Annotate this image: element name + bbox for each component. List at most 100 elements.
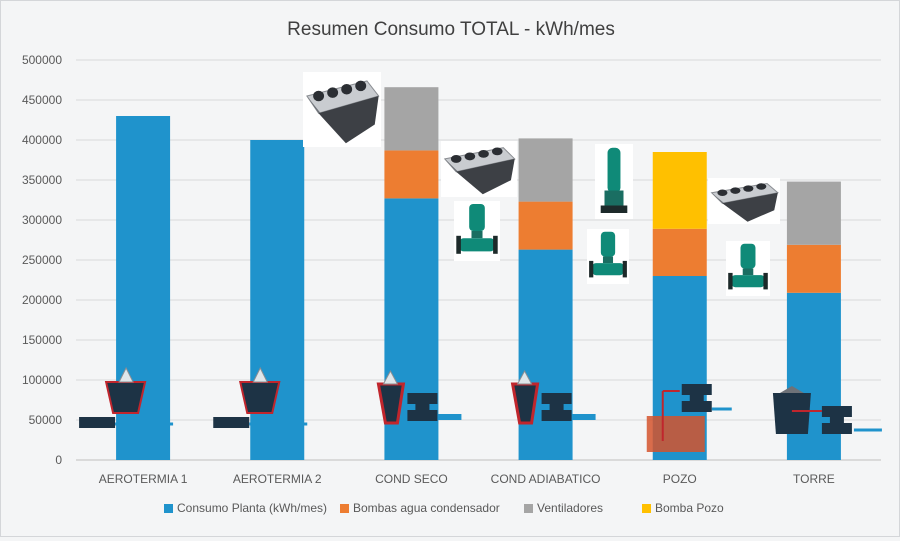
cooling-system-schematic-icon bbox=[772, 386, 882, 434]
x-tick-label: COND ADIABATICO bbox=[491, 472, 601, 486]
fan bbox=[450, 155, 462, 163]
heat-exchanger bbox=[821, 406, 852, 434]
pump-volute bbox=[731, 275, 765, 288]
cooling-system-schematic-icon bbox=[213, 366, 308, 428]
x-tick-label: AEROTERMIA 2 bbox=[233, 472, 322, 486]
hx-block bbox=[821, 406, 852, 417]
x-axis: AEROTERMIA 1 AEROTERMIA 2 COND SECO COND AD… bbox=[99, 472, 835, 486]
legend-label: Consumo Planta (kWh/mes) bbox=[177, 501, 327, 515]
pump-flange bbox=[589, 260, 594, 278]
hx-block bbox=[549, 404, 564, 410]
y-tick-label: 500000 bbox=[22, 53, 62, 67]
y-tick-label: 300000 bbox=[22, 213, 62, 227]
condenser-unit bbox=[510, 382, 540, 425]
condenser-unit bbox=[376, 382, 406, 425]
bar-1-5 bbox=[786, 244, 841, 293]
y-axis: 0 50000 100000 150000 200000 250000 300000 3500… bbox=[22, 53, 62, 467]
pump-flange bbox=[763, 272, 768, 290]
inline-pump-icon bbox=[454, 201, 500, 261]
legend-swatch bbox=[164, 504, 173, 513]
bar-1-3 bbox=[518, 201, 573, 250]
air-arrow bbox=[118, 366, 134, 383]
heat-exchanger bbox=[407, 393, 438, 421]
hx-block bbox=[541, 393, 572, 404]
legend-label: Bombas agua condensador bbox=[353, 501, 500, 515]
y-tick-label: 150000 bbox=[22, 333, 62, 347]
bar-1-2 bbox=[384, 150, 439, 199]
hx-block bbox=[79, 417, 116, 428]
pump-flange bbox=[456, 235, 461, 254]
y-tick-label: 200000 bbox=[22, 293, 62, 307]
y-tick-label: 450000 bbox=[22, 93, 62, 107]
pump-neck bbox=[471, 231, 483, 239]
y-tick-label: 350000 bbox=[22, 173, 62, 187]
hx-block bbox=[407, 393, 438, 404]
inline-pump-icon bbox=[587, 229, 629, 284]
y-tick-label: 100000 bbox=[22, 373, 62, 387]
fan bbox=[478, 149, 489, 158]
fan bbox=[313, 90, 325, 102]
hx-block bbox=[415, 404, 430, 410]
heat-exchanger bbox=[541, 393, 572, 421]
pump-flange bbox=[728, 272, 733, 290]
bar-2-3 bbox=[518, 138, 573, 202]
submersible-pump-icon bbox=[595, 144, 633, 219]
well bbox=[646, 416, 705, 452]
pump-flange bbox=[493, 235, 498, 254]
cooler-front bbox=[456, 158, 515, 195]
cooler-front bbox=[318, 96, 379, 144]
fan bbox=[327, 87, 339, 98]
legend: Consumo Planta (kWh/mes) Bombas agua cond… bbox=[164, 501, 724, 515]
fan bbox=[730, 187, 741, 194]
fan bbox=[491, 147, 503, 156]
cooling-system-schematic-icon bbox=[376, 369, 462, 425]
pump-motor bbox=[740, 243, 756, 269]
legend-swatch bbox=[524, 504, 533, 513]
legend-label: Ventiladores bbox=[537, 501, 603, 515]
bar-1-4 bbox=[652, 228, 707, 276]
pump-neck bbox=[742, 268, 754, 276]
cooling-system-schematic-icon bbox=[646, 390, 732, 452]
legend-swatch bbox=[340, 504, 349, 513]
fan bbox=[341, 84, 353, 95]
fan bbox=[717, 189, 728, 196]
pump-body bbox=[607, 147, 621, 193]
air-arrow bbox=[516, 369, 533, 385]
tower-body bbox=[772, 393, 811, 434]
fan bbox=[756, 183, 767, 190]
pump-motor bbox=[600, 231, 616, 257]
heat-exchanger bbox=[681, 384, 712, 412]
tower-top bbox=[779, 386, 804, 393]
aero-unit bbox=[238, 381, 281, 414]
hx-block bbox=[407, 410, 438, 421]
x-tick-label: TORRE bbox=[793, 472, 835, 486]
fan bbox=[355, 80, 367, 92]
cooling-system-schematic-icon bbox=[79, 366, 174, 428]
aero-unit bbox=[104, 381, 147, 414]
bar-0-5 bbox=[786, 292, 841, 460]
x-tick-label: COND SECO bbox=[375, 472, 448, 486]
hx-block bbox=[213, 417, 250, 428]
fan bbox=[743, 185, 754, 192]
x-tick-label: POZO bbox=[663, 472, 697, 486]
legend-swatch bbox=[642, 504, 651, 513]
pump-casing bbox=[604, 190, 624, 206]
hx-block bbox=[681, 384, 712, 395]
chart-title: Resumen Consumo TOTAL - kWh/mes bbox=[287, 19, 615, 40]
bar-0-3 bbox=[518, 249, 573, 460]
air-arrow bbox=[252, 366, 269, 383]
pump-volute bbox=[459, 238, 495, 252]
bar-2-2 bbox=[384, 87, 439, 151]
x-tick-label: AEROTERMIA 1 bbox=[99, 472, 188, 486]
pump-flange bbox=[622, 260, 627, 278]
dry-cooler-icon bbox=[303, 72, 381, 147]
dry-cooler-icon bbox=[708, 178, 780, 224]
legend-label: Bomba Pozo bbox=[655, 501, 724, 515]
y-tick-label: 50000 bbox=[29, 413, 63, 427]
hx-block bbox=[541, 410, 572, 421]
y-tick-label: 250000 bbox=[22, 253, 62, 267]
pump-base bbox=[600, 205, 628, 213]
pump-volute bbox=[592, 263, 624, 276]
